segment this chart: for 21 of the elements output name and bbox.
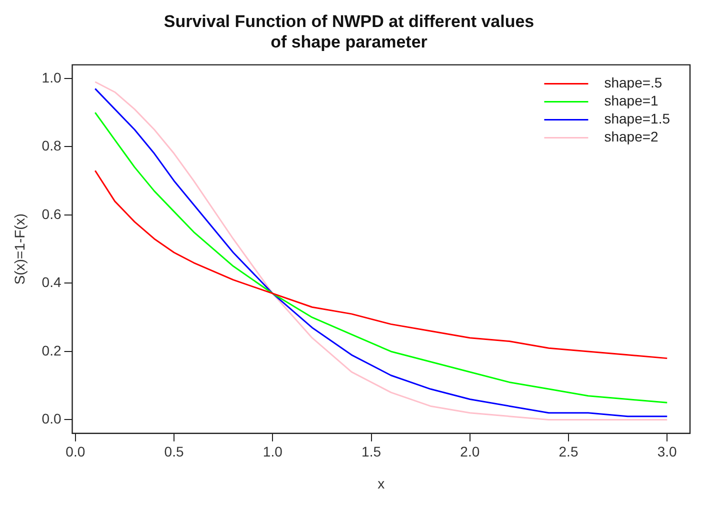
x-tick-label: 3.0 <box>657 444 678 460</box>
y-tick-label: 0.0 <box>42 410 62 427</box>
x-tick-label: 1.5 <box>362 444 382 460</box>
text: Survival Function of NWPD at different values <box>164 12 534 31</box>
x-tick-label: 1.0 <box>262 444 283 460</box>
y-tick-label: 0.6 <box>42 206 62 222</box>
x-tick-label: 0.5 <box>164 444 184 460</box>
y-tick-label: 0.8 <box>42 138 62 154</box>
y-tick-label: 1.0 <box>42 69 62 86</box>
y-axis-title: S(x)=1-F(x) <box>11 214 28 285</box>
x-tick-label: 2.5 <box>558 444 578 460</box>
y-tick-label: 0.4 <box>42 274 62 290</box>
x-axis-title: x <box>378 475 385 492</box>
legend-label: shape=1.5 <box>604 110 670 127</box>
legend-label: shape=1 <box>604 92 659 109</box>
legend-label: shape=2 <box>604 128 659 145</box>
text: of shape parameter <box>270 32 428 52</box>
y-tick-label: 0.2 <box>42 342 62 358</box>
x-tick-label: 0.0 <box>66 444 86 460</box>
legend-label: shape=.5 <box>604 74 662 91</box>
x-tick-label: 2.0 <box>460 444 480 460</box>
